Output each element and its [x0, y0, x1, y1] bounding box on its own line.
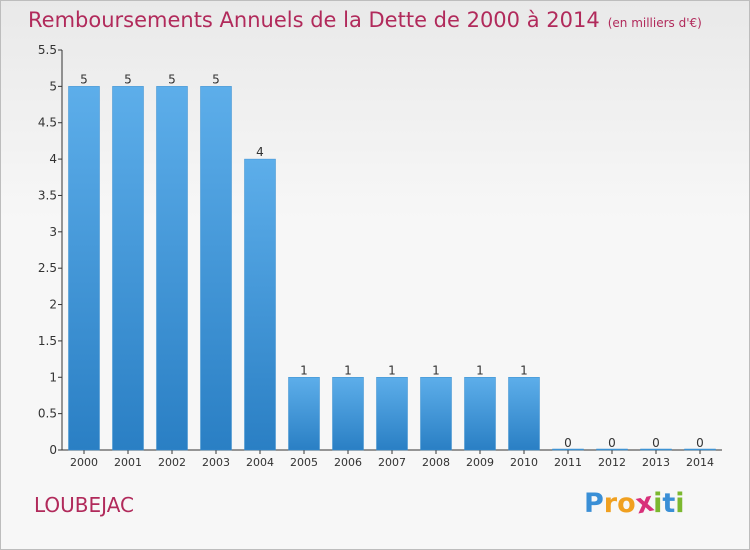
x-tick-label: 2012: [598, 456, 626, 469]
value-label: 1: [344, 363, 352, 377]
town-name: LOUBEJAC: [34, 493, 135, 517]
value-label: 1: [476, 363, 484, 377]
unit-note: (en milliers d'€): [607, 16, 702, 30]
y-tick-label: 2.5: [38, 261, 57, 275]
bar-2013: [640, 448, 672, 451]
value-label: 0: [652, 436, 660, 450]
x-tick-label: 2006: [334, 456, 362, 469]
value-label: 5: [80, 72, 88, 86]
x-tick-label: 2010: [510, 456, 538, 469]
x-tick-label: 2001: [114, 456, 142, 469]
logo-letter: o: [617, 488, 636, 519]
x-tick-label: 2009: [466, 456, 494, 469]
logo-letter: P: [584, 488, 604, 519]
y-tick-label: 5: [49, 79, 57, 93]
y-tick-label: 4: [49, 152, 57, 166]
logo-letter: t: [662, 488, 676, 519]
title-text: Remboursements Annuels de la Dette de 20…: [28, 8, 600, 32]
x-tick-label: 2000: [70, 456, 98, 469]
x-tick-label: 2007: [378, 456, 406, 469]
x-tick-label: 2013: [642, 456, 670, 469]
bars: [68, 86, 716, 451]
y-tick-label: 3: [49, 225, 57, 239]
y-tick-label: 0.5: [38, 407, 57, 421]
x-tick-label: 2005: [290, 456, 318, 469]
x-tick-label: 2011: [554, 456, 582, 469]
value-label: 5: [212, 72, 220, 86]
bar-2005: [288, 377, 320, 451]
bar-2001: [112, 86, 144, 451]
bar-2010: [508, 377, 540, 451]
bar-2011: [552, 448, 584, 451]
x-tick-label: 2014: [686, 456, 714, 469]
y-tick-label: 0: [49, 443, 57, 457]
logo-letter: i: [653, 488, 663, 519]
value-label: 5: [168, 72, 176, 86]
y-tick-label: 1: [49, 370, 57, 384]
value-label: 1: [300, 363, 308, 377]
bar-2002: [156, 86, 188, 451]
logo-letter: i: [675, 488, 685, 519]
bar-2008: [420, 377, 452, 451]
chart-title: Remboursements Annuels de la Dette de 20…: [28, 8, 702, 32]
bar-2007: [376, 377, 408, 451]
bar-2006: [332, 377, 364, 451]
bar-2003: [200, 86, 232, 451]
bar-2009: [464, 377, 496, 451]
value-label: 1: [520, 363, 528, 377]
value-label: 0: [696, 436, 704, 450]
value-labels: 5 5 5 5 4 1 1 1 1 1 1 0 0 0 0: [80, 72, 704, 450]
x-tick-label: 2008: [422, 456, 450, 469]
bar-2012: [596, 448, 628, 451]
value-label: 0: [608, 436, 616, 450]
value-label: 1: [388, 363, 396, 377]
y-tick-label: 3.5: [38, 188, 57, 202]
value-label: 0: [564, 436, 572, 450]
y-tick-label: 2: [49, 298, 57, 312]
bar-2004: [244, 158, 276, 451]
logo-letter: r: [603, 488, 618, 519]
y-tick-label: 4.5: [38, 116, 57, 130]
x-tick-label: 2004: [246, 456, 274, 469]
bar-2014: [684, 448, 716, 451]
y-tick-label: 5.5: [38, 43, 57, 57]
x-tick-label: 2002: [158, 456, 186, 469]
value-label: 5: [124, 72, 132, 86]
bar-2000: [68, 86, 100, 451]
y-tick-label: 1.5: [38, 334, 57, 348]
value-label: 4: [256, 145, 264, 159]
value-label: 1: [432, 363, 440, 377]
x-tick-label: 2003: [202, 456, 230, 469]
proxiti-logo[interactable]: Proxiti: [584, 487, 685, 521]
